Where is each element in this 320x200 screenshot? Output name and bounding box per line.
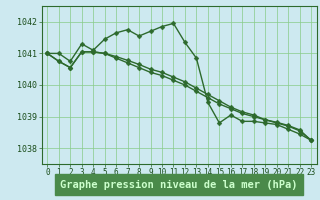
X-axis label: Graphe pression niveau de la mer (hPa): Graphe pression niveau de la mer (hPa) [60,180,298,190]
